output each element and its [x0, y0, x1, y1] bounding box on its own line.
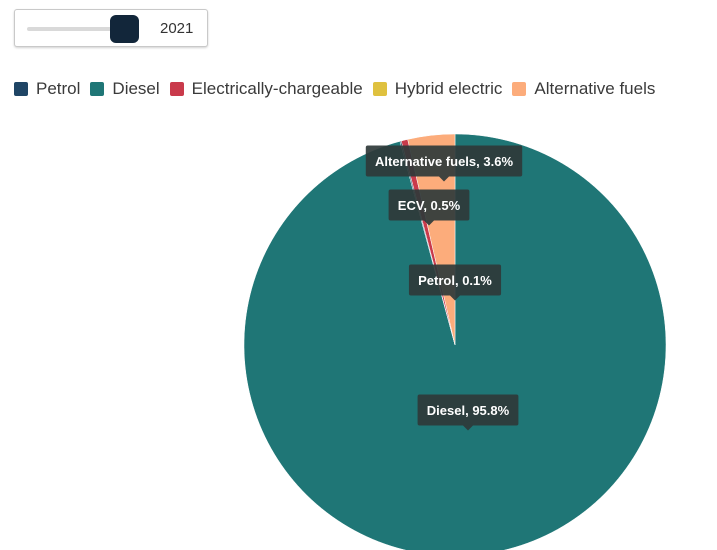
legend: Petrol Diesel Electrically-chargeable Hy… [14, 78, 655, 100]
legend-item-hybrid-electric[interactable]: Hybrid electric [372, 79, 503, 99]
legend-label-electrically-chargeable: Electrically-chargeable [191, 79, 363, 98]
legend-swatch-diesel [90, 82, 105, 96]
tooltip-box-petrol [408, 264, 502, 296]
tooltip-petrol: Petrol, 0.1% [408, 264, 502, 301]
legend-item-electrically-chargeable[interactable]: Electrically-chargeable [169, 79, 363, 99]
year-slider[interactable]: 2021 [14, 9, 208, 47]
legend-swatch-petrol [14, 82, 28, 96]
tooltip-label-petrol: Petrol, 0.1% [418, 273, 492, 288]
tooltip-alternative-fuels: Alternative fuels, 3.6% [365, 145, 523, 182]
slider-track[interactable] [27, 27, 139, 31]
tooltip-label-electrically-chargeable: ECV, 0.5% [398, 198, 461, 213]
legend-swatch-alternative-fuels [512, 82, 527, 96]
tooltip-electrically-chargeable: ECV, 0.5% [388, 189, 470, 226]
legend-label-hybrid-electric: Hybrid electric [394, 79, 503, 98]
legend-item-diesel[interactable]: Diesel [90, 79, 160, 99]
legend-item-alternative-fuels[interactable]: Alternative fuels [512, 79, 655, 99]
tooltip-pointer-alternative-fuels [439, 176, 449, 182]
tooltip-diesel: Diesel, 95.8% [417, 394, 519, 431]
pie-slice-diesel[interactable] [243, 133, 667, 550]
tooltip-label-diesel: Diesel, 95.8% [427, 403, 510, 418]
legend-swatch-hybrid-electric [372, 82, 387, 96]
legend-label-alternative-fuels: Alternative fuels [534, 79, 656, 98]
tooltip-pointer-petrol [450, 295, 460, 301]
tooltip-pointer-diesel [463, 425, 473, 431]
legend-label-petrol: Petrol [36, 79, 81, 98]
slider-value-label: 2021 [160, 20, 194, 37]
tooltip-box-electrically-chargeable [388, 189, 470, 221]
tooltip-label-alternative-fuels: Alternative fuels, 3.6% [375, 154, 513, 169]
tooltip-box-alternative-fuels [365, 145, 523, 177]
slider-thumb[interactable] [109, 15, 139, 43]
tooltip-pointer-electrically-chargeable [424, 220, 434, 226]
legend-item-petrol[interactable]: Petrol [14, 79, 80, 99]
legend-label-diesel: Diesel [112, 79, 160, 98]
legend-swatch-electrically-chargeable [169, 82, 184, 96]
tooltip-box-diesel [417, 394, 519, 426]
